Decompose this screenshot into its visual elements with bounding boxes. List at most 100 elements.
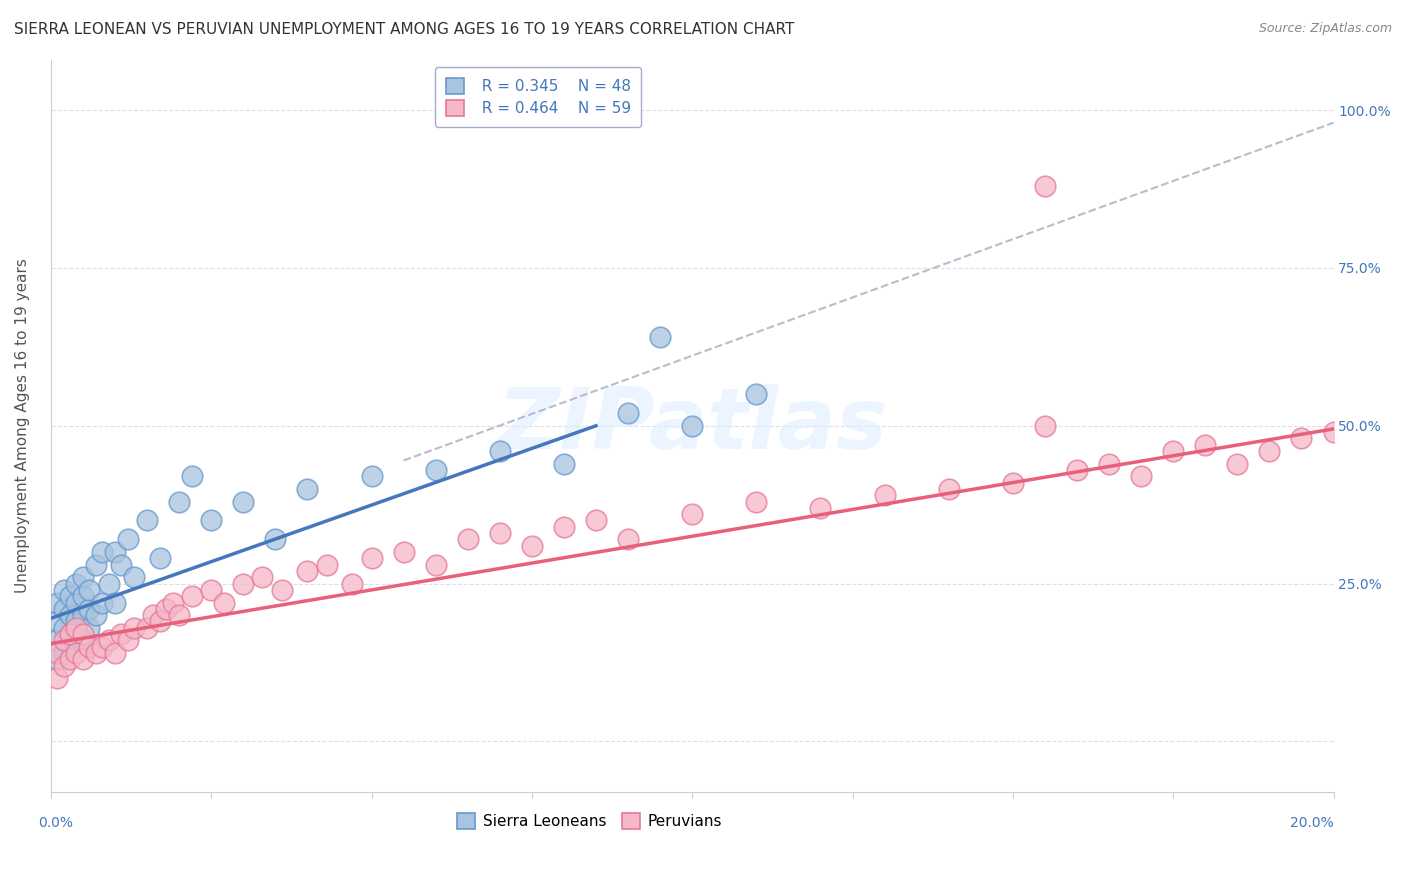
Point	[1066, 463, 1088, 477]
Point	[46, 633, 69, 648]
Text: Source: ZipAtlas.com: Source: ZipAtlas.com	[1258, 22, 1392, 36]
Point	[553, 457, 575, 471]
Point	[91, 596, 114, 610]
Point	[425, 463, 447, 477]
Point	[585, 513, 607, 527]
Point	[270, 582, 292, 597]
Point	[1194, 438, 1216, 452]
Point	[72, 570, 94, 584]
Point	[155, 602, 177, 616]
Point	[46, 652, 69, 666]
Point	[65, 621, 87, 635]
Point	[488, 444, 510, 458]
Point	[46, 671, 69, 685]
Point	[1161, 444, 1184, 458]
Point	[681, 418, 703, 433]
Point	[122, 621, 145, 635]
Point	[938, 482, 960, 496]
Point	[745, 387, 768, 401]
Point	[162, 596, 184, 610]
Point	[617, 406, 640, 420]
Point	[79, 640, 101, 654]
Point	[1322, 425, 1344, 439]
Point	[617, 533, 640, 547]
Point	[810, 500, 832, 515]
Point	[1033, 178, 1056, 193]
Point	[297, 564, 319, 578]
Point	[200, 513, 222, 527]
Point	[200, 582, 222, 597]
Point	[648, 330, 671, 344]
Point	[264, 533, 287, 547]
Point	[52, 646, 75, 660]
Point	[65, 615, 87, 629]
Point	[1226, 457, 1249, 471]
Point	[59, 640, 82, 654]
Point	[72, 608, 94, 623]
Point	[72, 633, 94, 648]
Point	[360, 469, 382, 483]
Point	[91, 545, 114, 559]
Point	[65, 596, 87, 610]
Point	[457, 533, 479, 547]
Point	[342, 576, 364, 591]
Point	[167, 608, 190, 623]
Legend: Sierra Leoneans, Peruvians: Sierra Leoneans, Peruvians	[451, 807, 728, 836]
Point	[65, 576, 87, 591]
Point	[79, 582, 101, 597]
Point	[46, 615, 69, 629]
Point	[232, 576, 254, 591]
Point	[315, 558, 337, 572]
Point	[52, 621, 75, 635]
Point	[360, 551, 382, 566]
Point	[745, 494, 768, 508]
Point	[520, 539, 543, 553]
Point	[392, 545, 415, 559]
Point	[681, 507, 703, 521]
Point	[1291, 431, 1313, 445]
Point	[97, 576, 120, 591]
Point	[72, 652, 94, 666]
Point	[110, 627, 132, 641]
Point	[46, 646, 69, 660]
Point	[252, 570, 274, 584]
Point	[59, 608, 82, 623]
Point	[59, 589, 82, 603]
Point	[104, 646, 127, 660]
Point	[167, 494, 190, 508]
Point	[84, 646, 107, 660]
Point	[52, 582, 75, 597]
Text: 20.0%: 20.0%	[1289, 815, 1333, 830]
Point	[91, 640, 114, 654]
Point	[142, 608, 165, 623]
Point	[1258, 444, 1281, 458]
Point	[84, 558, 107, 572]
Point	[122, 570, 145, 584]
Point	[104, 545, 127, 559]
Point	[1098, 457, 1121, 471]
Point	[79, 621, 101, 635]
Point	[65, 646, 87, 660]
Point	[149, 615, 172, 629]
Point	[84, 608, 107, 623]
Text: SIERRA LEONEAN VS PERUVIAN UNEMPLOYMENT AMONG AGES 16 TO 19 YEARS CORRELATION CH: SIERRA LEONEAN VS PERUVIAN UNEMPLOYMENT …	[14, 22, 794, 37]
Point	[59, 627, 82, 641]
Point	[72, 589, 94, 603]
Point	[52, 658, 75, 673]
Text: ZIPatlas: ZIPatlas	[498, 384, 887, 467]
Point	[149, 551, 172, 566]
Point	[59, 627, 82, 641]
Point	[117, 633, 139, 648]
Point	[1130, 469, 1153, 483]
Point	[232, 494, 254, 508]
Point	[52, 633, 75, 648]
Point	[59, 652, 82, 666]
Point	[873, 488, 896, 502]
Y-axis label: Unemployment Among Ages 16 to 19 years: Unemployment Among Ages 16 to 19 years	[15, 259, 30, 593]
Point	[46, 596, 69, 610]
Point	[1001, 475, 1024, 490]
Point	[52, 602, 75, 616]
Point	[1033, 418, 1056, 433]
Point	[488, 526, 510, 541]
Point	[181, 589, 204, 603]
